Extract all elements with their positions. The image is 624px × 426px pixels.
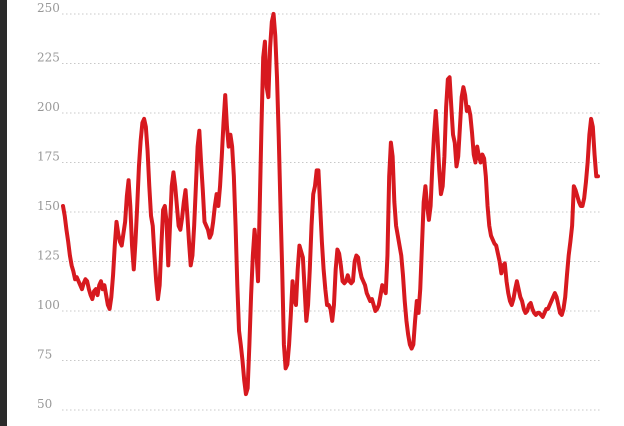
y-tick-label: 175 xyxy=(37,150,60,164)
y-axis-tick-labels: 250 225 200 175 150 125 100 75 50 xyxy=(37,1,60,411)
data-series xyxy=(61,11,600,397)
y-tick-label: 100 xyxy=(37,298,60,312)
chart-left-border xyxy=(0,0,7,426)
grid-lines xyxy=(62,13,600,411)
y-tick-label: 75 xyxy=(37,348,52,362)
y-tick-label: 50 xyxy=(37,397,52,411)
y-tick-label: 250 xyxy=(37,1,60,15)
y-tick-label: 225 xyxy=(37,51,60,65)
y-tick-label: 125 xyxy=(37,249,60,263)
y-tick-label: 150 xyxy=(37,199,60,213)
series-line-0 xyxy=(61,11,600,397)
y-tick-label: 200 xyxy=(37,100,60,114)
